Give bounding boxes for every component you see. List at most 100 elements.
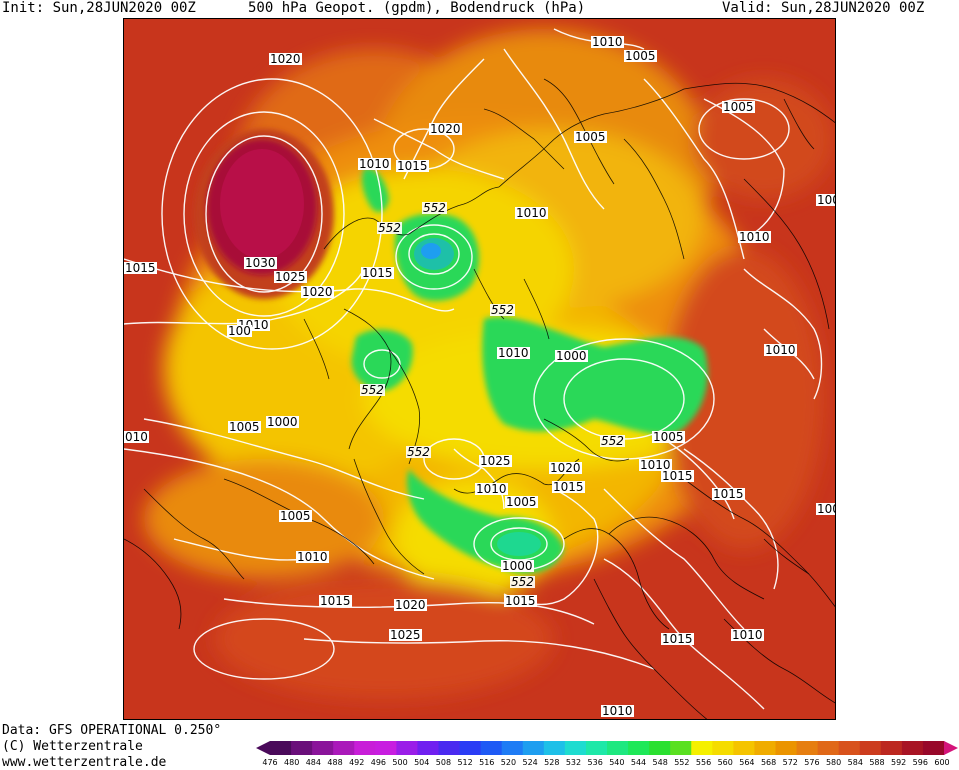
legend-tick-label: 512 [457,758,473,767]
isobar-label: 1025 [479,454,512,468]
legend-swatch [733,741,755,755]
legend-swatch [922,741,945,755]
isobar-label: 1015 [661,469,694,483]
legend-swatch [291,741,313,755]
isobar-label: 1005 [505,495,538,509]
legend-tick-label: 548 [652,758,668,767]
legend-tick-label: 496 [370,758,387,767]
isobar-label: 1020 [394,598,427,612]
map-title: 500 hPa Geopot. (gpdm), Bodendruck (hPa) [248,0,586,16]
isobar-label: 100 [816,194,835,206]
legend-tick-label: 536 [587,758,603,767]
isobar-label: 1000 [555,349,588,363]
isobar-label: 1015 [661,632,694,646]
legend-swatch [396,741,418,755]
legend-swatch [838,741,861,755]
isobar-label: 1010 [358,157,391,171]
legend-arrow-high [944,741,958,755]
legend-swatch [417,741,439,755]
geopotential-label: 552 [490,303,515,317]
legend-tick-label: 588 [869,758,885,767]
legend-swatch [333,741,355,755]
legend-swatch [607,741,629,755]
isobar-label: 1010 [731,628,764,642]
legend-swatch [901,741,924,755]
legend-tick-label: 560 [717,758,733,767]
legend-tick-label: 584 [847,758,863,767]
isobar-label: 1015 [361,266,394,280]
legend-swatch [670,741,692,755]
isobar-label: 1000 [266,415,299,429]
legend-tick-label: 508 [435,758,452,767]
legend-tick-label: 556 [695,758,712,767]
isobar-label: 1000 [501,559,534,573]
website-link[interactable]: www.wetterzentrale.de [2,755,167,770]
legend-swatch [691,741,713,755]
legend-swatch [649,741,671,755]
legend-tick-labels: 476 480 484 488 492 496 500 504 508 512 516 520 524 5… [262,758,950,770]
legend-arrow-low [256,741,270,755]
legend-swatch [312,741,334,755]
isobar-label: 1015 [319,594,352,608]
isobar-label: 1005 [624,49,657,63]
isobar-label: 1030 [244,256,277,270]
legend-tick-label: 572 [782,758,798,767]
isobar-label: 1025 [274,270,307,284]
legend-tick-label: 532 [565,758,582,767]
isobar-label: 100 [816,503,835,515]
isobar-label: 1025 [389,628,422,642]
isobar-label: 1005 [279,509,312,523]
legend-swatch [480,741,503,755]
legend-swatch [459,741,482,755]
geopotential-label: 552 [360,383,385,397]
legend-tick-label: 504 [414,758,430,767]
legend-tick-label: 480 [284,758,300,767]
isobar-label: 1015 [124,261,157,275]
isobar-label: 1015 [712,487,745,501]
isobar-label: 1005 [652,430,685,444]
legend-tick-label: 564 [739,758,755,767]
legend-swatch [354,741,376,755]
legend-swatch [859,741,882,755]
legend-swatch [775,741,798,755]
isobar-label: 1010 [475,482,508,496]
isobar-label: 1010 [497,346,530,360]
isobar-label: 1010 [591,35,624,49]
legend-swatch [501,741,524,755]
legend-tick-label: 488 [327,758,343,767]
geopotential-label: 552 [510,575,535,589]
isobar-label: 1020 [269,52,302,66]
legend-tick-label: 580 [825,758,842,767]
legend-swatch [543,741,566,755]
legend-tick-label: 568 [760,758,777,767]
data-source: Data: GFS OPERATIONAL 0.250° [2,723,222,738]
isobar-label: 1010 [738,230,771,244]
color-legend [256,741,958,755]
legend-tick-label: 492 [349,758,365,767]
legend-tick-label: 500 [392,758,408,767]
isobar-label: 1020 [549,461,582,475]
legend-tick-label: 596 [912,758,928,767]
isobar-label: 1010 [639,458,672,472]
legend-swatch [585,741,608,755]
isobar-label: 1005 [574,130,607,144]
isobar-label: 1010 [601,704,634,718]
legend-swatch [796,741,819,755]
legend-tick-label: 552 [674,758,690,767]
isobar-label: 100 [227,324,252,338]
legend-tick-label: 576 [804,758,820,767]
isobar-label: 1015 [396,159,429,173]
valid-time: Valid: Sun,28JUN2020 00Z [722,0,925,16]
geopotential-label: 552 [377,221,402,235]
isobar-label: 1005 [228,420,261,434]
legend-tick-label: 484 [305,758,321,767]
legend-swatch [817,741,840,755]
isobar-label: 1020 [301,285,334,299]
legend-tick-label: 476 [262,758,278,767]
legend-tick-label: 528 [544,758,560,767]
legend-tick-label: 544 [630,758,647,767]
legend-tick-label: 592 [891,758,907,767]
isobar-label: 1020 [429,122,462,136]
geopotential-label: 552 [600,434,625,448]
isobar-label: 010 [124,430,149,444]
